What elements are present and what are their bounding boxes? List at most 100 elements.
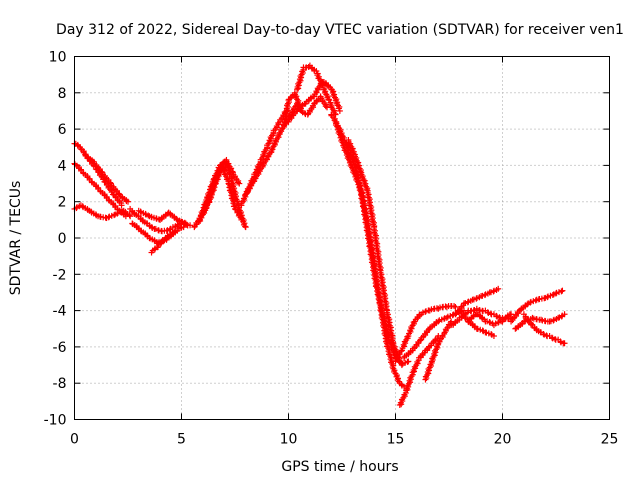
x-tick-label: 5 xyxy=(177,432,186,448)
data-series xyxy=(285,78,343,125)
y-tick-label: -10 xyxy=(44,413,67,429)
data-point xyxy=(88,178,102,193)
data-point xyxy=(482,307,495,318)
data-point xyxy=(416,349,428,361)
y-tick-label: -4 xyxy=(53,304,67,320)
data-points xyxy=(71,62,568,408)
data-point xyxy=(550,288,565,298)
x-axis-ticks: 0 5 10 15 20 25 xyxy=(70,56,618,448)
data-point xyxy=(285,91,298,104)
data-point xyxy=(398,333,411,354)
data-point xyxy=(105,196,119,211)
data-series xyxy=(71,140,125,209)
data-point xyxy=(341,144,356,171)
y-tick-label: 2 xyxy=(58,195,67,211)
data-point xyxy=(495,285,502,292)
data-series xyxy=(129,220,179,247)
data-point xyxy=(219,164,232,185)
data-point xyxy=(435,330,448,347)
data-point xyxy=(448,316,463,329)
data-point xyxy=(469,294,483,303)
y-tick-label: -6 xyxy=(53,340,67,356)
data-point xyxy=(525,297,539,307)
y-tick-label: 10 xyxy=(49,50,67,66)
data-point xyxy=(392,348,405,365)
y-tick-label: 4 xyxy=(58,158,67,174)
data-series xyxy=(396,333,442,408)
data-point xyxy=(409,357,422,376)
data-point xyxy=(377,303,390,345)
data-point xyxy=(546,333,559,343)
data-point xyxy=(129,220,142,233)
data-point xyxy=(110,191,125,207)
y-tick-label: 6 xyxy=(58,122,67,138)
data-point xyxy=(80,169,93,183)
data-point xyxy=(490,333,497,340)
y-tick-label: 0 xyxy=(58,231,67,247)
data-point xyxy=(328,86,343,112)
data-point xyxy=(499,311,513,325)
chart-title: Day 312 of 2022, Sidereal Day-to-day VTE… xyxy=(56,22,624,38)
data-series xyxy=(135,207,189,227)
y-tick-label: -2 xyxy=(53,267,67,283)
data-point xyxy=(302,93,316,107)
data-point xyxy=(405,319,418,340)
data-point xyxy=(473,325,487,335)
data-point xyxy=(542,291,556,301)
plot-frame xyxy=(74,56,610,420)
x-tick-label: 10 xyxy=(280,432,298,448)
data-point xyxy=(103,212,118,222)
x-tick-label: 0 xyxy=(70,432,79,448)
data-point xyxy=(291,89,304,113)
y-tick-label: -8 xyxy=(53,376,67,392)
data-series xyxy=(392,303,459,365)
data-series xyxy=(456,307,497,340)
data-point xyxy=(182,220,189,227)
data-point xyxy=(118,202,125,209)
data-point xyxy=(146,235,160,246)
data-point xyxy=(383,340,397,371)
data-point xyxy=(428,335,441,347)
data-point xyxy=(405,358,412,365)
data-series xyxy=(71,202,134,222)
data-point xyxy=(520,311,535,328)
data-point xyxy=(538,329,551,340)
data-point xyxy=(97,187,110,202)
data-point xyxy=(428,341,442,365)
data-point xyxy=(127,213,134,220)
data-point xyxy=(490,318,505,329)
data-point xyxy=(172,229,179,236)
data-point xyxy=(452,303,459,310)
data-point xyxy=(161,225,174,234)
data-point xyxy=(478,290,491,300)
data-point xyxy=(187,222,194,229)
x-tick-label: 15 xyxy=(387,432,405,448)
data-point xyxy=(370,224,384,273)
data-point xyxy=(242,224,249,231)
data-series xyxy=(512,311,568,332)
data-point xyxy=(377,267,390,313)
data-point xyxy=(71,160,85,174)
data-series xyxy=(465,311,515,329)
data-point xyxy=(441,320,454,336)
data-point xyxy=(125,198,131,205)
data-point xyxy=(401,348,414,361)
data-point xyxy=(422,359,435,383)
data-point xyxy=(332,118,347,149)
data-point xyxy=(174,216,188,226)
data-point xyxy=(364,187,378,229)
data-point xyxy=(422,342,434,354)
data-point xyxy=(403,371,416,394)
data-series xyxy=(332,118,408,390)
data-point xyxy=(268,131,283,154)
data-point xyxy=(107,180,122,197)
data-point xyxy=(529,322,544,336)
data-point xyxy=(486,286,500,296)
x-axis-label: GPS time / hours xyxy=(281,459,398,475)
data-point xyxy=(561,311,568,318)
data-point xyxy=(456,307,471,323)
data-point xyxy=(443,303,458,310)
data-point xyxy=(251,163,266,183)
data-point xyxy=(465,318,478,331)
